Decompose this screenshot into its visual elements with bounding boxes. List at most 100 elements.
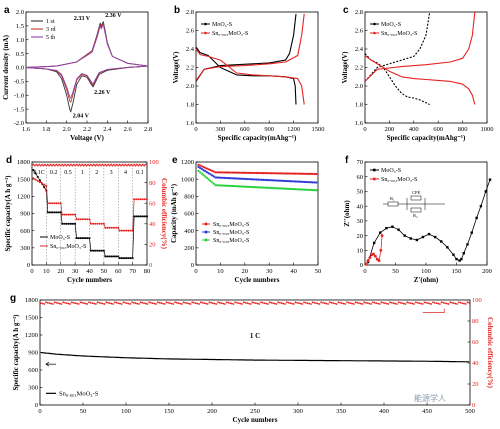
capacity-point [221, 184, 224, 187]
capacity-point [104, 255, 107, 258]
capacity-point [199, 164, 202, 167]
capacity-point [214, 184, 217, 187]
efficiency-point [124, 301, 127, 304]
capacity-point [219, 176, 222, 179]
efficiency-point [141, 163, 144, 166]
efficiency-point [122, 301, 125, 304]
nyquist-point [452, 253, 455, 256]
efficiency-point [100, 164, 102, 167]
capacity-point [229, 171, 232, 174]
efficiency-point [105, 301, 108, 304]
panel-label: d [6, 155, 12, 166]
capacity-point [118, 229, 121, 232]
capacity-point [269, 179, 272, 182]
efficiency-point [315, 302, 317, 305]
efficiency-point [113, 301, 116, 304]
x-tick-label: 0 [363, 268, 366, 275]
efficiency-point [363, 301, 366, 304]
efficiency-point [196, 302, 199, 305]
y-tick-label: 2.4 [355, 46, 364, 53]
capacity-point [304, 180, 308, 184]
efficiency-point [46, 163, 49, 166]
capacity-point [92, 222, 95, 225]
capacity-point [246, 171, 250, 174]
efficiency-point [156, 301, 159, 304]
efficiency-point [123, 164, 125, 167]
efficiency-point [143, 302, 145, 305]
capacity-point [315, 189, 318, 192]
y-tick-label: 900 [28, 350, 38, 357]
capacity-point [282, 179, 285, 182]
capacity-point [36, 179, 39, 182]
efficiency-point [330, 301, 333, 304]
efficiency-point [162, 302, 164, 305]
panel-b: 0 300 600 900 1200 1500 1.6 1.8 2.0 2.2 2.4 2.6 2.8 S… [172, 5, 325, 142]
efficiency-point [94, 164, 97, 167]
rate-label: 4 [124, 170, 127, 176]
efficiency-point [49, 163, 52, 166]
efficiency-point [138, 163, 141, 166]
y-tick-label: 1.6 [186, 120, 195, 127]
efficiency-point [416, 301, 419, 304]
efficiency-point [359, 302, 362, 305]
efficiency-point [420, 302, 422, 305]
capacity-point [267, 172, 270, 175]
efficiency-point [442, 301, 445, 304]
capacity-point [270, 172, 273, 175]
capacity-point [272, 172, 275, 175]
capacity-point [106, 255, 109, 258]
x-tick-label: 600 [240, 126, 250, 133]
efficiency-point [239, 302, 242, 305]
rate-label: 0.1 [136, 170, 144, 176]
efficiency-point [370, 303, 372, 305]
x-tick-label: 900 [264, 126, 274, 133]
capacity-point [117, 226, 120, 229]
efficiency-point [186, 302, 188, 305]
y-axis-label: Specific capacity(A h g⁻¹) [4, 175, 12, 252]
y-tick-label: 1200 [17, 194, 30, 201]
capacity-point [269, 172, 272, 175]
capacity-point [298, 180, 301, 183]
efficiency-point [172, 303, 175, 305]
efficiency-point [187, 302, 190, 305]
efficiency-point [120, 303, 123, 305]
capacity-point [139, 215, 142, 218]
efficiency-point [102, 164, 105, 167]
efficiency-point [316, 302, 319, 305]
efficiency-point [432, 301, 434, 304]
x-tick-label: 300 [293, 408, 303, 415]
panel-g: 0 50 100 150 200 250 300 350 400 450 5000300600900… [10, 293, 494, 424]
x-tick-label: 2.0 [63, 126, 71, 133]
efficiency-point [325, 302, 328, 305]
x-axis-label: Cycle numbers [233, 416, 278, 424]
capacity-point [94, 222, 97, 225]
capacity-point [200, 172, 203, 175]
efficiency-point [181, 303, 183, 305]
circuit-label: CPE [412, 190, 421, 195]
y-tick-label: 1200 [181, 159, 194, 166]
rate-label: 0.2 [50, 170, 58, 176]
capacity-point [141, 198, 144, 201]
efficiency-point [365, 301, 367, 304]
x-tick-label: 1.6 [22, 126, 31, 133]
y-tick-label: 2.0 [16, 9, 24, 16]
capacity-point [270, 186, 273, 190]
x-tick-label: 0 [194, 268, 197, 275]
legend-label: Sn₀.₀₆₃MoO₃-S [381, 31, 417, 37]
y-axis-label: Current density (mA) [2, 34, 10, 99]
capacity-point [291, 172, 294, 175]
x-tick-label: 0 [194, 126, 197, 133]
efficiency-point [79, 301, 82, 304]
efficiency-point [124, 163, 127, 166]
panel-f: 0 50 100 150 200 0 10 20 30 40 50 60 70 Z'(ohm) Z''(oh… [343, 155, 492, 284]
capacity-point [49, 211, 51, 214]
capacity-point [125, 229, 128, 232]
capacity-point [61, 213, 64, 216]
legend-label: Sn₀.₀₆₃MoO₃-S [59, 390, 99, 397]
x-axis-label: Z'(ohm) [414, 276, 439, 284]
efficiency-point [55, 163, 58, 166]
capacity-point [205, 167, 209, 170]
x-tick-label: 250 [250, 408, 260, 415]
capacity-point [311, 181, 314, 184]
efficiency-point [347, 301, 350, 304]
